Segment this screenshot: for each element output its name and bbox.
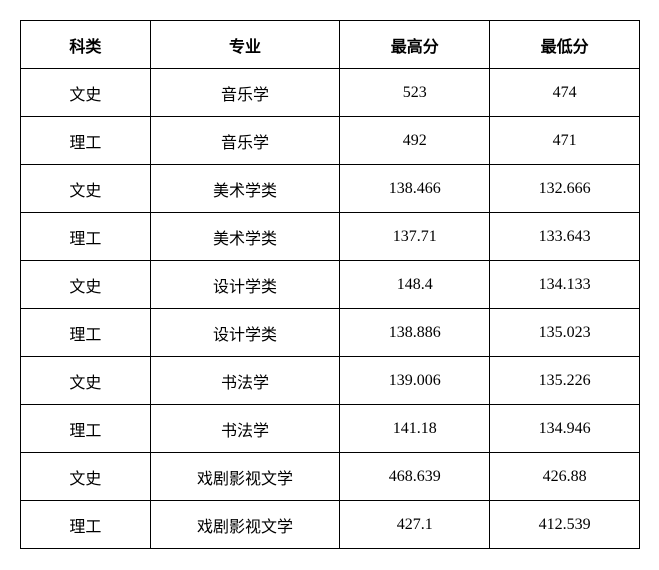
cell-major: 书法学 bbox=[150, 357, 340, 405]
table-row: 文史 设计学类 148.4 134.133 bbox=[21, 261, 640, 309]
cell-low-score: 426.88 bbox=[490, 453, 640, 501]
cell-major: 戏剧影视文学 bbox=[150, 501, 340, 549]
table-row: 理工 戏剧影视文学 427.1 412.539 bbox=[21, 501, 640, 549]
cell-category: 理工 bbox=[21, 213, 151, 261]
cell-low-score: 134.133 bbox=[490, 261, 640, 309]
cell-major: 设计学类 bbox=[150, 261, 340, 309]
cell-low-score: 474 bbox=[490, 69, 640, 117]
cell-high-score: 137.71 bbox=[340, 213, 490, 261]
cell-major: 书法学 bbox=[150, 405, 340, 453]
cell-category: 文史 bbox=[21, 453, 151, 501]
cell-major: 设计学类 bbox=[150, 309, 340, 357]
table-header: 科类 专业 最高分 最低分 bbox=[21, 21, 640, 69]
table-row: 文史 音乐学 523 474 bbox=[21, 69, 640, 117]
cell-category: 文史 bbox=[21, 357, 151, 405]
table-row: 文史 书法学 139.006 135.226 bbox=[21, 357, 640, 405]
cell-category: 文史 bbox=[21, 69, 151, 117]
cell-major: 音乐学 bbox=[150, 69, 340, 117]
table-row: 理工 音乐学 492 471 bbox=[21, 117, 640, 165]
header-major: 专业 bbox=[150, 21, 340, 69]
cell-major: 美术学类 bbox=[150, 165, 340, 213]
cell-category: 理工 bbox=[21, 309, 151, 357]
score-table: 科类 专业 最高分 最低分 文史 音乐学 523 474 理工 音乐学 492 … bbox=[20, 20, 640, 549]
cell-high-score: 139.006 bbox=[340, 357, 490, 405]
header-row: 科类 专业 最高分 最低分 bbox=[21, 21, 640, 69]
table-body: 文史 音乐学 523 474 理工 音乐学 492 471 文史 美术学类 13… bbox=[21, 69, 640, 549]
cell-high-score: 468.639 bbox=[340, 453, 490, 501]
cell-high-score: 427.1 bbox=[340, 501, 490, 549]
cell-category: 理工 bbox=[21, 405, 151, 453]
header-high-score: 最高分 bbox=[340, 21, 490, 69]
cell-category: 理工 bbox=[21, 501, 151, 549]
cell-high-score: 148.4 bbox=[340, 261, 490, 309]
cell-low-score: 134.946 bbox=[490, 405, 640, 453]
cell-major: 戏剧影视文学 bbox=[150, 453, 340, 501]
cell-high-score: 523 bbox=[340, 69, 490, 117]
cell-major: 美术学类 bbox=[150, 213, 340, 261]
cell-low-score: 471 bbox=[490, 117, 640, 165]
cell-low-score: 132.666 bbox=[490, 165, 640, 213]
cell-low-score: 135.226 bbox=[490, 357, 640, 405]
table-row: 文史 戏剧影视文学 468.639 426.88 bbox=[21, 453, 640, 501]
cell-low-score: 133.643 bbox=[490, 213, 640, 261]
table-row: 理工 美术学类 137.71 133.643 bbox=[21, 213, 640, 261]
cell-category: 理工 bbox=[21, 117, 151, 165]
cell-high-score: 138.886 bbox=[340, 309, 490, 357]
cell-category: 文史 bbox=[21, 165, 151, 213]
table-row: 理工 书法学 141.18 134.946 bbox=[21, 405, 640, 453]
cell-high-score: 138.466 bbox=[340, 165, 490, 213]
header-low-score: 最低分 bbox=[490, 21, 640, 69]
cell-high-score: 492 bbox=[340, 117, 490, 165]
cell-low-score: 412.539 bbox=[490, 501, 640, 549]
table-row: 文史 美术学类 138.466 132.666 bbox=[21, 165, 640, 213]
cell-low-score: 135.023 bbox=[490, 309, 640, 357]
table-row: 理工 设计学类 138.886 135.023 bbox=[21, 309, 640, 357]
cell-high-score: 141.18 bbox=[340, 405, 490, 453]
cell-major: 音乐学 bbox=[150, 117, 340, 165]
cell-category: 文史 bbox=[21, 261, 151, 309]
header-category: 科类 bbox=[21, 21, 151, 69]
